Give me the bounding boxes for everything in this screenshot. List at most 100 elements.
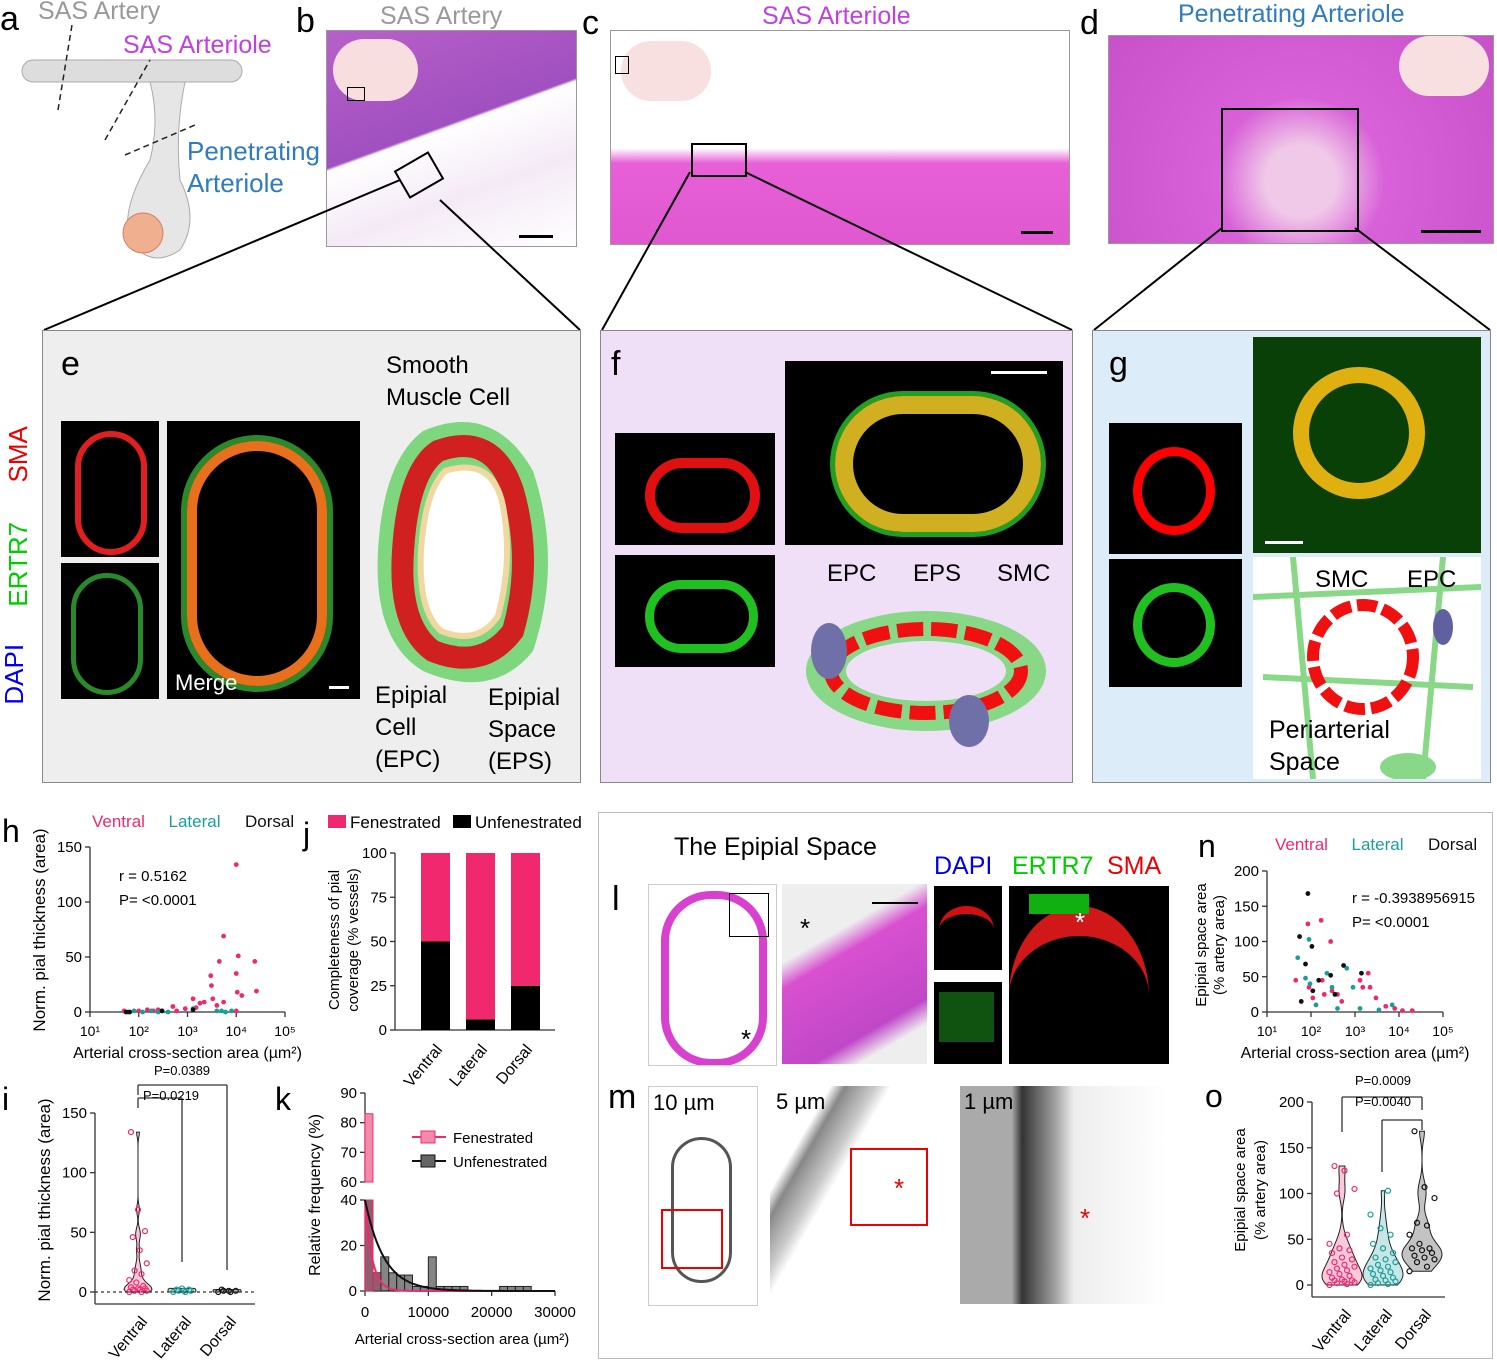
data-point-lateral (229, 1008, 234, 1014)
bar-unfenestrated (466, 1019, 495, 1030)
data-point-dorsal (1303, 961, 1308, 967)
y-axis-label: (% artery area) (1252, 1140, 1269, 1240)
data-point-dorsal (1309, 944, 1315, 949)
y-tick-label: 40 (340, 1192, 357, 1209)
panel-g: g SMC EPC Periarterial Space (1092, 330, 1491, 783)
data-point-lateral (1367, 1281, 1374, 1289)
data-point-dorsal (1359, 970, 1364, 976)
asterisk-marker: * (741, 1024, 752, 1054)
x-tick-label: Ventral (401, 1042, 446, 1091)
x-tick-label: Lateral (151, 1314, 195, 1362)
data-point-ventral (133, 1279, 140, 1286)
data-point-dorsal (1328, 972, 1334, 978)
zoom-box (691, 143, 747, 177)
data-point-dorsal (1421, 1254, 1428, 1261)
x-tick-label: Ventral (106, 1314, 151, 1363)
y-tick-label: 90 (340, 1085, 357, 1102)
x-tick-label: 10⁴ (225, 1023, 247, 1039)
brain-inset-icon (1399, 36, 1489, 96)
data-point-ventral (239, 993, 245, 998)
y-tick-label: 0 (1296, 1277, 1304, 1294)
scale-label: 5 µm (776, 1089, 826, 1114)
panel-letter-o: o (1205, 1078, 1223, 1114)
y-tick-label: 0 (349, 1283, 357, 1300)
data-point-ventral (235, 953, 241, 959)
data-point-ventral (1343, 1231, 1351, 1238)
epipial-cell-diagram (377, 422, 548, 683)
x-tick-label: 10³ (177, 1023, 198, 1039)
scale-label: 1 µm (964, 1089, 1014, 1114)
y-tick-label: 100 (1234, 934, 1259, 951)
y-tick-label: 200 (1234, 863, 1259, 880)
data-point-ventral (127, 1128, 135, 1136)
epc-label-line2: Cell (375, 714, 417, 741)
stain-ertr7: ERTR7 (1012, 852, 1094, 880)
merge-image (1253, 337, 1481, 553)
stain-dapi: DAPI (934, 852, 993, 880)
x-tick-label: 10¹ (1257, 1023, 1278, 1039)
data-point-lateral (1324, 970, 1330, 976)
data-point-dorsal (123, 1009, 129, 1015)
data-point-dorsal (1332, 991, 1338, 997)
scale-bar (329, 686, 349, 689)
asterisk-marker: * (1075, 907, 1086, 937)
data-point-ventral (1400, 1008, 1405, 1013)
x-tick-label: 10⁵ (1432, 1023, 1453, 1039)
data-point-lateral (1389, 1274, 1397, 1281)
bar-fenestrated (511, 853, 540, 986)
scale-bar (1421, 230, 1481, 233)
scale-bar (1021, 231, 1053, 234)
data-point-lateral (1344, 965, 1350, 971)
data-point-ventral (143, 1260, 150, 1267)
data-point-lateral (178, 1285, 186, 1292)
x-tick-label: 10³ (1345, 1023, 1366, 1039)
data-point-lateral (1303, 975, 1308, 981)
x-axis-label: Arterial cross-section area (µm²) (1241, 1045, 1470, 1062)
data-point-ventral (1328, 1274, 1336, 1281)
data-point-ventral (1365, 970, 1371, 976)
he-image-sas-arteriole (610, 30, 1070, 245)
data-point-ventral (174, 1008, 180, 1014)
data-point-dorsal (1423, 1222, 1431, 1229)
data-point-ventral (1360, 984, 1366, 990)
panel-letter-d: d (1080, 4, 1099, 42)
smc-label-line2: Muscle Cell (386, 384, 511, 411)
panel-l-title: The Epipial Space (674, 833, 877, 861)
panel-l-to-o (598, 812, 1493, 1359)
panel-letter-f: f (611, 345, 621, 383)
y-tick-label: 100 (57, 894, 82, 911)
data-point-ventral (208, 973, 214, 979)
data-point-ventral (1293, 977, 1299, 983)
data-point-ventral (1341, 1167, 1348, 1174)
data-point-ventral (170, 1004, 176, 1009)
data-point-ventral (1319, 977, 1325, 983)
x-tick-label: Dorsal (197, 1314, 240, 1360)
data-point-ventral (1318, 917, 1324, 923)
legend-swatch-unfenestrated (453, 815, 471, 828)
y-tick-label: 100 (362, 845, 387, 862)
data-point-ventral (131, 1267, 138, 1274)
data-point-lateral (1367, 1211, 1374, 1218)
x-tick-label: Ventral (1310, 1307, 1355, 1356)
data-point-ventral (1409, 1008, 1415, 1013)
data-point-dorsal (1310, 988, 1316, 994)
data-point-ventral (1338, 1254, 1346, 1261)
data-point-ventral (1346, 1247, 1353, 1254)
asterisk-marker: * (800, 913, 811, 943)
data-point-lateral (1387, 1231, 1394, 1238)
panel-letter-l: l (612, 880, 620, 918)
panel-letter-k: k (275, 1081, 292, 1117)
y-axis-label: Norm. pial thickness (area) (35, 1098, 54, 1301)
data-point-lateral (1387, 1269, 1394, 1276)
x-tick-label: 10000 (407, 1304, 449, 1321)
data-point-lateral (131, 1008, 137, 1014)
data-point-lateral (219, 1008, 224, 1014)
data-point-ventral (214, 1003, 220, 1008)
brain-inset-icon (621, 41, 711, 101)
data-point-dorsal (127, 1009, 133, 1015)
bar-fenestrated (466, 853, 495, 1020)
x-tick-label: 10⁴ (1388, 1023, 1410, 1039)
data-point-ventral (252, 959, 258, 964)
y-tick-label: 0 (379, 1022, 387, 1039)
data-point-ventral (1326, 1281, 1333, 1289)
